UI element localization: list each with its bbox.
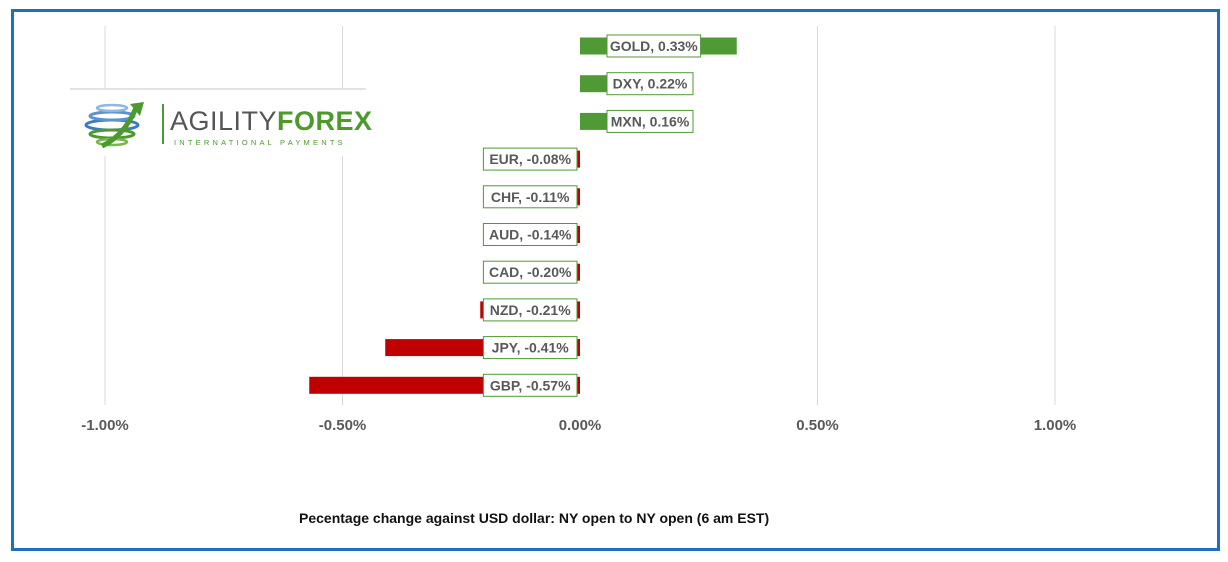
data-label-box <box>482 373 578 397</box>
chart-caption: Pecentage change against USD dollar: NY … <box>299 510 770 526</box>
data-label: EUR, -0.08% <box>482 147 578 171</box>
data-label-box <box>482 260 578 284</box>
data-label: MXN, 0.16% <box>606 109 694 133</box>
data-label: AUD, -0.14% <box>482 223 578 246</box>
data-label: CAD, -0.20% <box>482 260 578 284</box>
data-label-box <box>482 185 578 209</box>
data-label-box <box>482 147 578 171</box>
brand-name-part1: AGILITY <box>170 106 278 136</box>
data-label-text: CAD, -0.20% <box>489 264 572 280</box>
bar-chart: GOLD, 0.33% DXY, 0.22% MXN, 0.16% EUR, -0.0… <box>81 26 1077 434</box>
data-label-box <box>482 223 578 246</box>
data-label-text: GBP, -0.57% <box>490 377 571 393</box>
brand-tagline: INTERNATIONAL PAYMENTS <box>174 138 346 147</box>
data-label-box <box>606 109 694 133</box>
data-label: CHF, -0.11% <box>482 185 578 209</box>
x-tick-label: 1.00% <box>1034 417 1077 434</box>
data-label-text: JPY, -0.41% <box>492 340 570 356</box>
data-label: GBP, -0.57% <box>482 373 578 397</box>
brand-name-part2: FOREX <box>277 106 373 136</box>
data-label-box <box>482 298 578 322</box>
x-tick-label: -1.00% <box>81 417 129 434</box>
data-label-text: EUR, -0.08% <box>489 151 571 167</box>
brand-name: AGILITYFOREX <box>170 107 373 135</box>
chart-frame: GOLD, 0.33% DXY, 0.22% MXN, 0.16% EUR, -0.0… <box>11 9 1220 551</box>
data-label-text: NZD, -0.21% <box>490 302 571 318</box>
data-label-text: DXY, 0.22% <box>613 76 688 92</box>
data-label-text: MXN, 0.16% <box>611 113 690 129</box>
data-label-text: AUD, -0.14% <box>489 227 572 243</box>
globe-arrow-icon <box>84 102 144 149</box>
x-tick-label: -0.50% <box>319 417 367 434</box>
data-label: GOLD, 0.33% <box>606 34 702 58</box>
logo-divider <box>162 104 164 144</box>
x-tick-label: 0.50% <box>796 417 839 434</box>
x-tick-label: 0.00% <box>559 417 602 434</box>
data-label-box <box>606 72 694 96</box>
data-label: JPY, -0.41% <box>482 336 578 360</box>
data-label-box <box>606 34 702 58</box>
data-label-box <box>482 336 578 360</box>
data-label: NZD, -0.21% <box>482 298 578 322</box>
agility-forex-logo: AGILITYFOREX INTERNATIONAL PAYMENTS <box>70 88 372 156</box>
data-label-text: CHF, -0.11% <box>491 189 570 205</box>
data-label-text: GOLD, 0.33% <box>610 38 698 54</box>
data-label: DXY, 0.22% <box>606 72 694 96</box>
